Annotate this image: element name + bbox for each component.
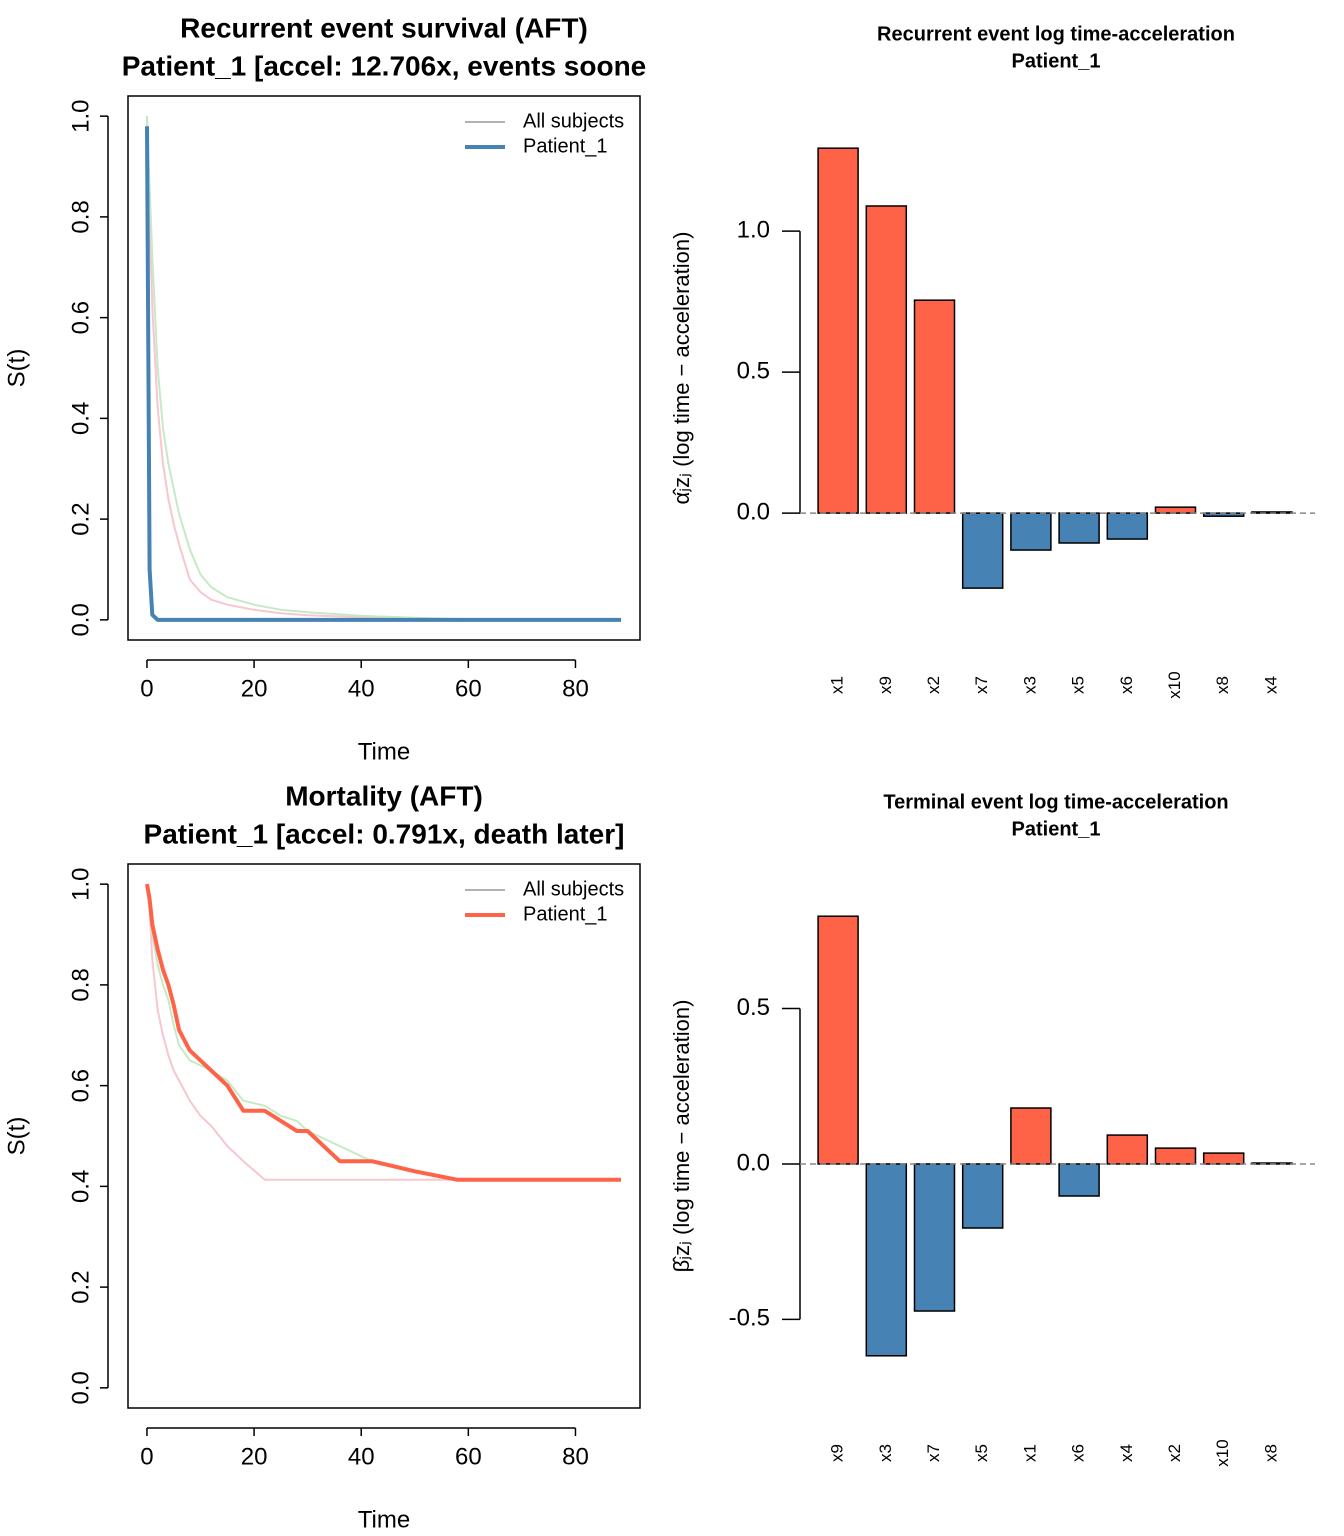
legend-label: All subjects: [523, 878, 624, 900]
x-tick-label: x8: [1261, 1444, 1280, 1462]
y-tick-label: 1.0: [67, 867, 94, 900]
legend-label: Patient_1: [523, 135, 608, 157]
x-tick-label: x5: [1069, 676, 1088, 694]
group-curve: [146, 116, 576, 621]
legend-label: Patient_1: [523, 903, 608, 925]
x-tick-label: x2: [924, 676, 943, 694]
y-tick-label: -0.5: [729, 1305, 770, 1332]
bar: [1058, 1163, 1100, 1197]
x-tick-label: x6: [1117, 676, 1136, 694]
y-axis-label: α̂ⱼzⱼ (log time − acceleration): [669, 232, 694, 505]
patient-curve: [145, 883, 621, 1182]
x-axis-label: Time: [358, 738, 410, 765]
subtitle: Patient_1 [accel: 12.706x, events soone: [122, 50, 647, 81]
bar: [1154, 506, 1197, 514]
group-curve: [146, 883, 458, 1181]
y-tick-label: 0.8: [67, 968, 94, 1001]
title: Terminal event log time-acceleration: [883, 791, 1228, 813]
x-tick-label: 0: [140, 675, 153, 702]
y-tick-label: 0.2: [67, 1270, 94, 1303]
plot-box: [127, 863, 641, 1409]
bar: [817, 147, 859, 514]
y-tick-label: 0.4: [67, 402, 94, 435]
x-tick-label: 60: [455, 675, 482, 702]
x-tick-label: x1: [1020, 1444, 1039, 1462]
bar: [865, 205, 908, 514]
bar: [913, 299, 956, 514]
x-tick-label: 60: [455, 1443, 482, 1470]
x-tick-label: 80: [562, 675, 589, 702]
x-tick-label: x4: [1261, 676, 1280, 694]
y-tick-label: 0.0: [67, 1371, 94, 1404]
legend-label: All subjects: [523, 110, 624, 132]
x-tick-label: x6: [1069, 1444, 1088, 1462]
subtitle: Patient_1: [1012, 818, 1101, 840]
x-tick-label: x1: [828, 676, 847, 694]
title: Recurrent event log time-acceleration: [877, 23, 1235, 45]
x-tick-label: 0: [140, 1443, 153, 1470]
y-axis-label: S(t): [3, 349, 30, 388]
bar: [1106, 512, 1149, 540]
y-tick-label: 0.0: [67, 603, 94, 636]
x-tick-label: x9: [876, 676, 895, 694]
x-tick-label: x5: [972, 1444, 991, 1462]
x-tick-label: x3: [1020, 676, 1039, 694]
x-axis-label: Time: [358, 1506, 410, 1533]
y-tick-label: 0.0: [737, 1149, 770, 1176]
x-tick-label: 40: [348, 675, 375, 702]
bar: [913, 1163, 956, 1312]
x-tick-label: x7: [924, 1444, 943, 1462]
subtitle: Patient_1 [accel: 0.791x, death later]: [144, 818, 625, 849]
bar: [1058, 512, 1100, 544]
x-tick-label: 80: [562, 1443, 589, 1470]
plot-box: [127, 95, 641, 641]
y-tick-label: 0.5: [737, 357, 770, 384]
y-tick-label: 0.6: [67, 1069, 94, 1102]
x-tick-label: 40: [348, 1443, 375, 1470]
x-tick-label: 20: [241, 1443, 268, 1470]
subtitle: Patient_1: [1012, 50, 1101, 72]
bar: [1106, 1134, 1149, 1165]
y-tick-label: 0.5: [737, 994, 770, 1021]
x-tick-label: x4: [1117, 1444, 1136, 1462]
y-tick-label: 0.4: [67, 1170, 94, 1203]
bar: [1010, 512, 1052, 551]
bar: [865, 1163, 908, 1357]
y-tick-label: 0.0: [737, 498, 770, 525]
y-axis-label: β̂ⱼzⱼ (log time − acceleration): [669, 1000, 694, 1273]
x-tick-label: x2: [1165, 1444, 1184, 1462]
y-tick-label: 1.0: [67, 99, 94, 132]
group-curve: [146, 883, 458, 1180]
patient-curve: [145, 126, 621, 622]
bar: [961, 1163, 1004, 1229]
bar: [817, 915, 859, 1165]
x-tick-label: 20: [241, 675, 268, 702]
x-tick-label: x9: [828, 1444, 847, 1462]
x-tick-label: x3: [876, 1444, 895, 1462]
x-tick-label: x10: [1165, 671, 1184, 698]
bar: [1010, 1107, 1052, 1165]
x-tick-label: x7: [972, 676, 991, 694]
title: Mortality (AFT): [285, 780, 483, 811]
group-curve: [146, 116, 576, 621]
y-tick-label: 1.0: [737, 216, 770, 243]
x-tick-label: x8: [1213, 676, 1232, 694]
y-tick-label: 0.2: [67, 502, 94, 535]
bar: [1202, 1152, 1245, 1165]
title: Recurrent event survival (AFT): [180, 12, 588, 43]
bar: [961, 512, 1004, 589]
x-tick-label: x10: [1213, 1439, 1232, 1466]
y-tick-label: 0.6: [67, 301, 94, 334]
y-axis-label: S(t): [3, 1117, 30, 1156]
bar: [1154, 1147, 1197, 1165]
y-tick-label: 0.8: [67, 200, 94, 233]
